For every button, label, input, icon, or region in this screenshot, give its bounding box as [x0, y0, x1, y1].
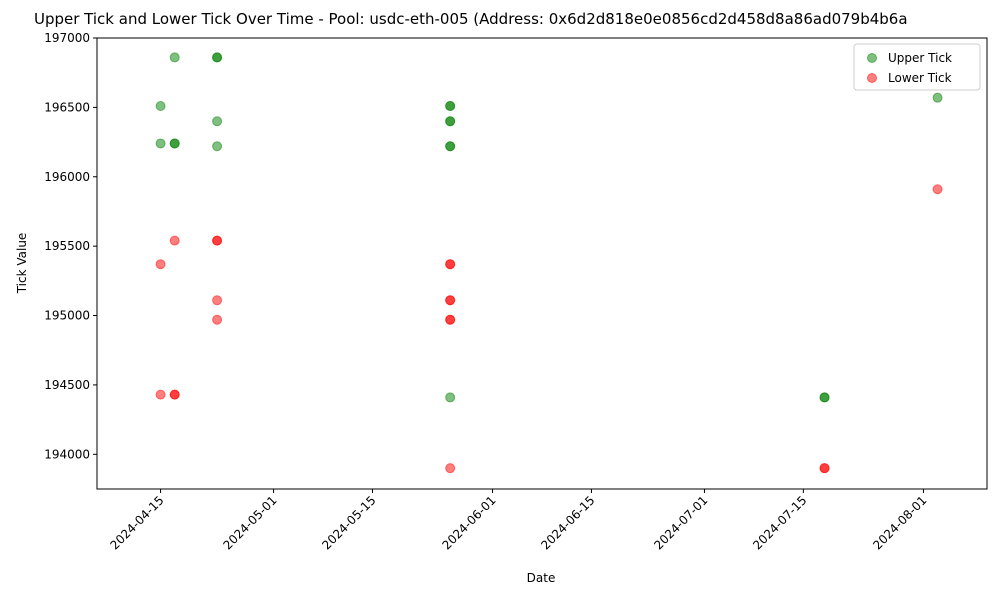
y-axis: 194000 194500 195000 195500 196000 196500 1970… — [44, 31, 97, 461]
legend-label: Lower Tick — [888, 71, 952, 85]
legend-label: Upper Tick — [888, 51, 952, 65]
lower-tick-point — [212, 314, 223, 325]
plot-frame — [96, 37, 988, 490]
upper-tick-point — [819, 392, 830, 403]
legend-marker — [867, 53, 877, 63]
lower-tick-point — [445, 463, 456, 474]
chart-title: Upper Tick and Lower Tick Over Time - Po… — [34, 10, 908, 28]
legend-box — [853, 43, 981, 91]
x-axis-label: Date — [527, 571, 556, 585]
x-tick-label: 2024-06-01 — [439, 493, 498, 552]
lower-tick-point — [212, 295, 223, 306]
lower-tick-point — [169, 389, 180, 400]
x-tick-label: 2024-05-01 — [220, 493, 279, 552]
lower-tick-point — [819, 463, 830, 474]
upper-tick-point — [445, 101, 456, 111]
x-tick-label: 2024-07-15 — [750, 493, 809, 552]
x-tick-label: 2024-05-15 — [319, 493, 378, 552]
upper-tick-point — [445, 116, 456, 127]
upper-tick-point — [155, 138, 166, 149]
upper-tick-point — [445, 392, 456, 403]
lower-tick-point — [445, 259, 456, 270]
lower-tick-point — [155, 259, 166, 270]
x-tick-label: 2024-07-01 — [651, 493, 710, 552]
x-tick-label: 2024-08-01 — [870, 493, 929, 552]
x-axis: 2024-04-15 2024-05-01 2024-05-15 2024-06-01… — [107, 489, 930, 552]
upper-tick-point — [932, 92, 943, 103]
y-tick-label: 194500 — [44, 378, 90, 392]
x-tick-label: 2024-06-15 — [538, 493, 597, 552]
x-tick-label: 2024-04-15 — [107, 493, 166, 552]
upper-tick-point — [169, 52, 180, 63]
legend-marker — [867, 73, 877, 83]
data-points — [155, 52, 943, 474]
lower-tick-point — [212, 235, 223, 246]
upper-tick-point — [169, 138, 180, 149]
y-tick-label: 196000 — [44, 170, 90, 184]
legend: Upper Tick Lower Tick — [853, 43, 981, 91]
y-tick-label: 195500 — [44, 239, 90, 253]
upper-tick-point — [212, 116, 223, 127]
upper-tick-point — [445, 141, 456, 152]
upper-tick-point — [212, 52, 223, 63]
lower-tick-point — [932, 184, 943, 195]
upper-tick-point — [212, 141, 223, 152]
y-tick-label: 196500 — [44, 100, 90, 114]
lower-tick-point — [155, 389, 166, 400]
lower-tick-point — [169, 235, 180, 246]
y-axis-label: Tick Value — [15, 233, 29, 295]
y-tick-label: 197000 — [44, 31, 90, 45]
y-tick-label: 195000 — [44, 309, 90, 323]
lower-tick-point — [445, 314, 456, 325]
upper-tick-point — [155, 101, 166, 111]
y-tick-label: 194000 — [44, 447, 90, 461]
plot-area — [97, 38, 987, 489]
lower-tick-point — [445, 295, 456, 306]
